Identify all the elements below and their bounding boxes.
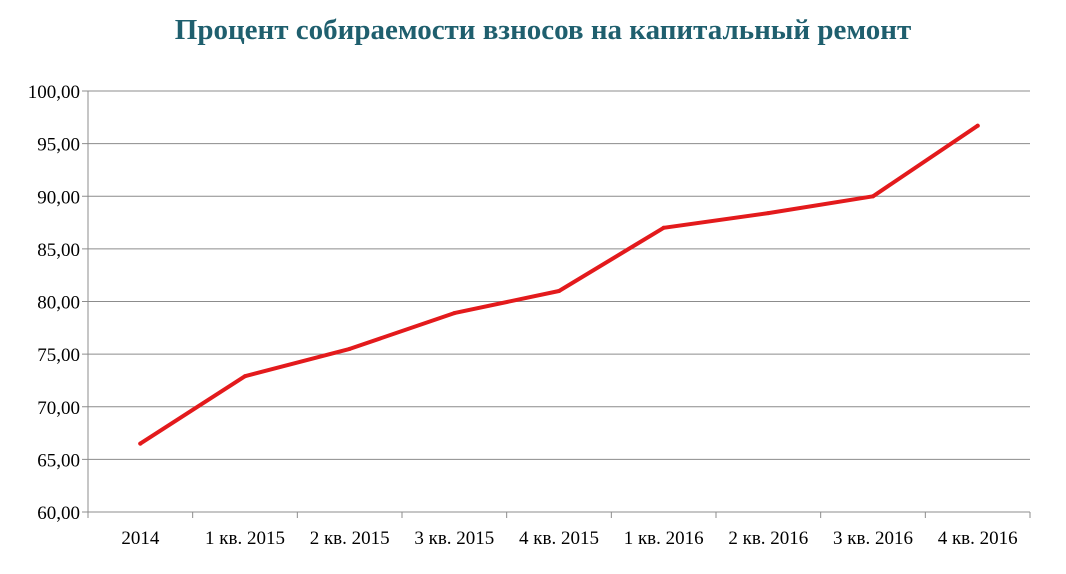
y-tick-label: 90,00: [37, 187, 80, 208]
x-tick-label: 2014: [121, 528, 160, 549]
data-point: [452, 311, 457, 316]
data-point: [766, 211, 771, 216]
y-tick-labels: 60,00 65,00 70,00 75,00 80,00 85,00 90,00 95,00…: [28, 82, 80, 524]
x-tick-label: 1 кв. 2015: [205, 528, 285, 549]
y-tick-label: 100,00: [28, 82, 80, 103]
x-tick-label: 1 кв. 2016: [624, 528, 704, 549]
x-tick-label: 3 кв. 2016: [833, 528, 913, 549]
y-tick-label: 85,00: [37, 240, 80, 261]
series-layer: [138, 123, 980, 446]
gridlines: [88, 90, 1030, 460]
data-point: [661, 225, 666, 230]
data-point: [138, 441, 143, 446]
data-point: [975, 123, 980, 128]
chart-title: Процент собираемости взносов на капиталь…: [174, 14, 912, 46]
y-tick-label: 60,00: [37, 503, 80, 524]
x-tick-labels: 2014 1 кв. 2015 2 кв. 2015 3 кв. 2015 4 кв. …: [121, 528, 1017, 549]
x-tick-label: 2 кв. 2016: [728, 528, 808, 549]
y-tick-label: 65,00: [37, 450, 80, 471]
series-line: [138, 123, 980, 446]
y-tick-label: 75,00: [37, 345, 80, 366]
x-tick-label: 3 кв. 2015: [414, 528, 494, 549]
y-tick-label: 80,00: [37, 293, 80, 314]
data-point: [871, 194, 875, 199]
x-tick-label: 4 кв. 2016: [938, 528, 1018, 549]
data-point: [243, 374, 247, 379]
y-tick-label: 95,00: [37, 135, 80, 156]
y-tick-label: 70,00: [37, 398, 80, 419]
data-point: [347, 346, 352, 351]
x-tick-label: 2 кв. 2015: [310, 528, 390, 549]
axes: [82, 90, 1031, 518]
data-point: [557, 289, 561, 293]
x-tick-label: 4 кв. 2015: [519, 528, 599, 549]
